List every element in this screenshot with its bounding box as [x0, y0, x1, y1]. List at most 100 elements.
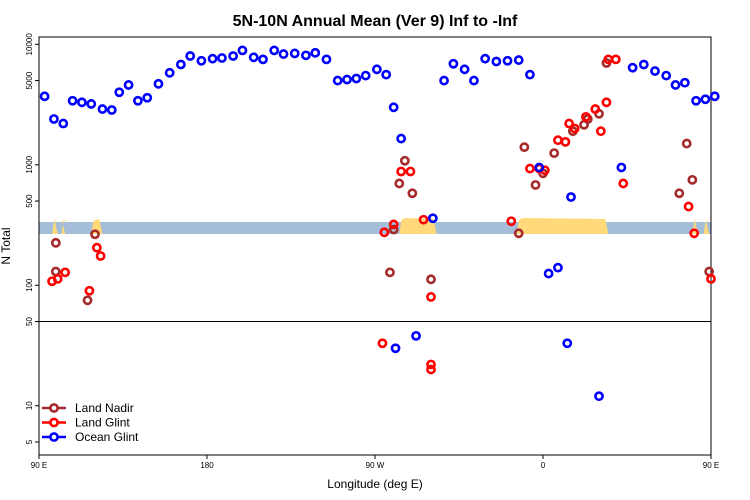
data-point [534, 162, 545, 173]
data-point [564, 118, 575, 129]
data-point [427, 213, 438, 224]
data-point [394, 178, 405, 189]
data-point [638, 59, 649, 70]
data-point [616, 162, 627, 173]
data-point [610, 54, 621, 65]
data-point [196, 55, 207, 66]
data-point [258, 54, 268, 65]
coverage-band [39, 218, 711, 234]
data-point [709, 91, 720, 102]
data-point [562, 338, 573, 349]
data-point [407, 188, 418, 199]
data-point [289, 48, 300, 59]
x-tick-label: 90 E [703, 461, 719, 470]
data-point [411, 330, 421, 341]
data-point [301, 50, 311, 61]
chart-title: 5N-10N Annual Mean (Ver 9) Inf to -Inf [233, 13, 518, 30]
data-point [706, 273, 716, 284]
data-point [691, 95, 701, 106]
x-tick-label: 0 [541, 461, 546, 470]
data-point [502, 55, 513, 66]
data-point [396, 166, 407, 177]
data-point [543, 268, 554, 279]
data-point [351, 73, 362, 84]
data-point [52, 273, 63, 284]
data-point [525, 163, 535, 174]
data-point [269, 45, 280, 56]
data-point [594, 391, 604, 402]
data-point [670, 80, 681, 90]
data-point [385, 267, 395, 278]
data-point [687, 174, 698, 185]
data-point [106, 105, 117, 115]
data-point [426, 274, 436, 285]
data-point [491, 56, 502, 67]
data-point [91, 242, 102, 253]
data-point [153, 78, 164, 89]
data-point [426, 292, 436, 302]
data-point [448, 58, 459, 69]
data-point [185, 51, 196, 61]
data-point [217, 53, 227, 63]
data-point [49, 114, 59, 124]
data-point [388, 102, 399, 113]
data-point [683, 201, 694, 212]
data-point [549, 148, 560, 159]
data-point [396, 133, 407, 144]
data-point [439, 75, 449, 86]
data-point [601, 97, 612, 108]
data-point [405, 166, 416, 177]
y-tick-label: 10000 [25, 33, 34, 56]
data-point [513, 228, 524, 239]
data-point [90, 229, 100, 240]
data-point [123, 80, 134, 90]
y-tick-label: 100 [25, 278, 34, 292]
data-point [360, 70, 371, 81]
data-point [469, 75, 479, 86]
y-tick-label: 50 [25, 317, 34, 326]
x-tick-label: 90 E [31, 461, 47, 470]
plot-frame [38, 36, 712, 456]
legend-marker [49, 432, 59, 442]
data-point [569, 123, 580, 134]
data-point [480, 53, 491, 64]
data-point [689, 228, 700, 239]
data-point [175, 59, 186, 70]
data-point [164, 67, 175, 78]
data-point [278, 49, 289, 59]
data-point [661, 70, 672, 81]
data-point [379, 227, 390, 238]
data-point [700, 94, 711, 105]
data-point [60, 267, 71, 278]
series-ocean-glint [39, 45, 720, 402]
y-axis-label: N Total [0, 227, 13, 264]
data-point [426, 359, 436, 370]
band-background [39, 222, 711, 234]
data-point [581, 111, 591, 122]
data-point [595, 126, 606, 137]
data-point [388, 224, 399, 235]
data-point [650, 66, 660, 76]
legend-label: Land Glint [75, 416, 130, 430]
y-tick-label: 1000 [25, 155, 34, 173]
data-point [513, 55, 524, 65]
data-point [58, 118, 69, 129]
band-land-segment [61, 220, 68, 234]
data-point [84, 285, 95, 296]
data-point [207, 53, 218, 64]
data-point [95, 251, 106, 261]
y-tick-label: 10 [25, 401, 34, 410]
data-point [553, 262, 563, 273]
data-point [388, 219, 399, 230]
data-point [310, 47, 321, 58]
data-point [618, 178, 629, 189]
data-point [142, 92, 153, 103]
band-land-segment [703, 220, 710, 234]
data-point [426, 364, 436, 375]
data-point [332, 75, 343, 86]
x-axis-label: Longitude (deg E) [327, 477, 422, 491]
data-point [681, 138, 692, 149]
data-point [114, 87, 125, 98]
